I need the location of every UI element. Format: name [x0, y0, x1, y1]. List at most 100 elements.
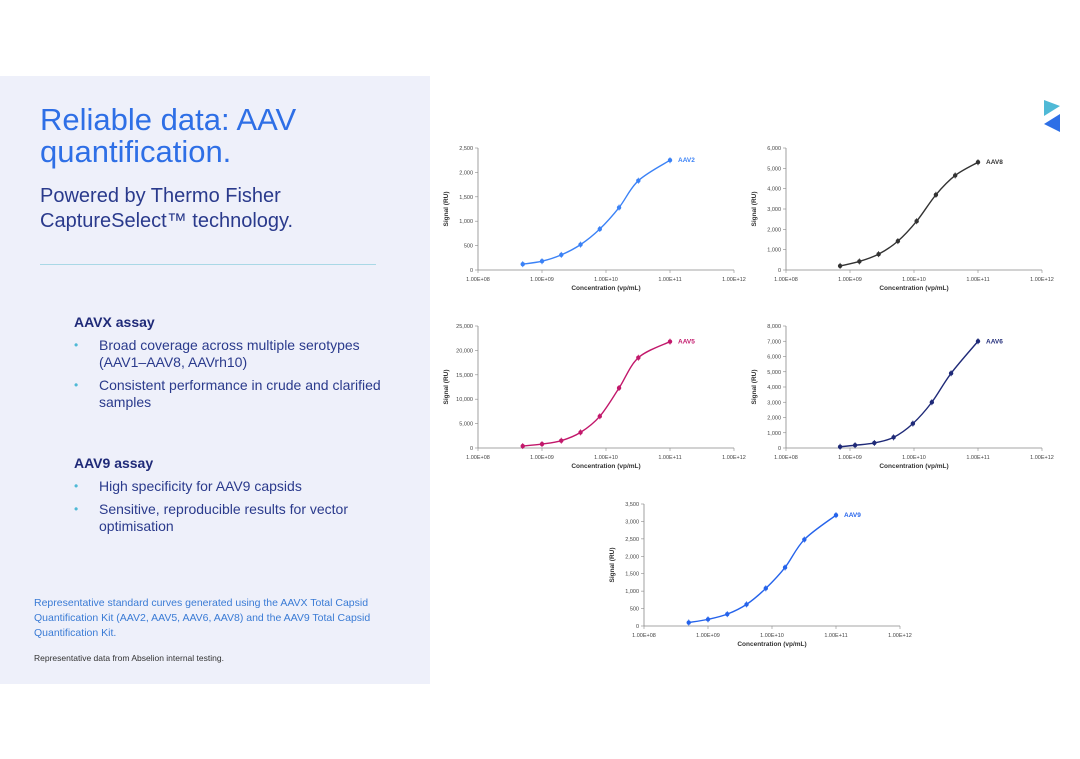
data-point	[520, 443, 525, 449]
data-point	[782, 565, 788, 570]
y-tick-label: 2,000	[767, 416, 781, 422]
abselion-logo-icon	[1044, 100, 1060, 132]
x-tick-label: 1.00E+08	[774, 277, 798, 283]
data-point	[857, 259, 862, 264]
data-point	[952, 173, 958, 178]
y-tick-label: 4,000	[767, 385, 781, 391]
y-tick-label: 1,500	[625, 572, 639, 578]
data-point	[802, 537, 807, 542]
chart-aav9: 0 500 1,000 1,500 2,000 2,500 3,000 3,500 1.00E+…	[609, 502, 912, 648]
y-axis-label: Signal (RU)	[609, 547, 616, 582]
charts-panel	[430, 76, 1080, 684]
series-label: AAV2	[678, 157, 695, 164]
data-point	[616, 205, 622, 210]
data-point	[833, 512, 839, 518]
page-subtitle: Powered by Thermo Fisher CaptureSelect™ …	[40, 185, 294, 232]
list-item: Consistent performance in crude and clar…	[74, 377, 394, 411]
y-tick-label: 6,000	[767, 355, 781, 361]
y-tick-label: 0	[636, 624, 639, 630]
y-axis-label: Signal (RU)	[751, 191, 758, 226]
aav9-heading: AAV9 assay	[74, 455, 154, 471]
chart-aav6: 0 1,000 2,000 3,000 4,000 5,000 6,000 7,000 8,00…	[751, 324, 1054, 470]
y-tick-label: 1,000	[767, 431, 781, 437]
y-tick-label: 10,000	[456, 397, 473, 403]
y-tick-label: 3,500	[625, 502, 639, 508]
data-point	[744, 602, 749, 607]
data-point	[837, 444, 843, 449]
x-tick-label: 1.00E+10	[902, 277, 926, 283]
data-point	[578, 242, 583, 247]
series-line	[522, 159, 671, 265]
x-tick-label: 1.00E+12	[1030, 455, 1054, 461]
x-tick-label: 1.00E+08	[632, 633, 656, 639]
y-tick-label: 1,000	[625, 589, 639, 595]
source-note: Representative data from Abselion intern…	[34, 653, 224, 663]
y-tick-label: 0	[470, 446, 473, 452]
x-tick-label: 1.00E+08	[466, 277, 490, 283]
data-point	[636, 178, 641, 183]
y-tick-label: 1,000	[459, 219, 473, 225]
y-tick-label: 2,000	[767, 227, 781, 233]
aav9-bullet-list: High specificity for AAV9 capsids Sensit…	[74, 478, 394, 541]
y-tick-label: 7,000	[767, 339, 781, 345]
y-tick-label: 6,000	[767, 146, 781, 152]
y-tick-label: 500	[464, 244, 473, 250]
data-point	[616, 385, 622, 391]
x-axis-label: Concentration (vp/mL)	[879, 463, 948, 470]
series-line	[839, 161, 979, 267]
x-tick-label: 1.00E+09	[838, 277, 862, 283]
data-point	[891, 435, 896, 440]
y-tick-label: 2,500	[625, 537, 639, 543]
x-tick-label: 1.00E+10	[594, 277, 618, 283]
y-tick-label: 5,000	[767, 166, 781, 172]
series-line	[688, 514, 837, 624]
data-point	[975, 339, 981, 344]
y-tick-label: 3,000	[767, 400, 781, 406]
x-axis-label: Concentration (vp/mL)	[571, 463, 640, 470]
y-tick-label: 15,000	[456, 373, 473, 379]
data-point	[876, 251, 881, 257]
x-tick-label: 1.00E+12	[722, 455, 746, 461]
x-tick-label: 1.00E+10	[902, 455, 926, 461]
data-point	[597, 226, 602, 232]
data-point	[910, 421, 916, 426]
x-tick-label: 1.00E+09	[696, 633, 720, 639]
y-axis-label: Signal (RU)	[751, 369, 758, 404]
data-point	[578, 430, 583, 435]
x-tick-label: 1.00E+08	[466, 455, 490, 461]
x-axis-label: Concentration (vp/mL)	[737, 641, 806, 648]
data-point	[636, 355, 641, 360]
y-tick-label: 8,000	[767, 324, 781, 330]
chart-aav5: 0 5,000 10,000 15,000 20,000 25,000 1.00E+08 1.…	[443, 324, 746, 470]
chart-aav2: 0 500 1,000 1,500 2,000 2,500 1.00E+08 1.00E+09…	[443, 146, 746, 292]
y-tick-label: 2,000	[459, 170, 473, 176]
x-tick-label: 1.00E+11	[658, 455, 681, 461]
y-tick-label: 20,000	[456, 348, 473, 354]
x-tick-label: 1.00E+11	[966, 455, 989, 461]
y-tick-label: 0	[778, 446, 781, 452]
y-axis-label: Signal (RU)	[443, 369, 450, 404]
y-tick-label: 0	[470, 268, 473, 274]
divider	[40, 264, 376, 265]
series-line	[522, 340, 671, 447]
data-point	[520, 261, 525, 267]
data-point	[929, 400, 935, 405]
aavx-heading: AAVX assay	[74, 314, 155, 330]
x-tick-label: 1.00E+11	[658, 277, 681, 283]
data-point	[852, 443, 858, 448]
series-label: AAV9	[844, 512, 861, 519]
page-title: Reliable data: AAV quantification.	[40, 102, 297, 169]
data-point	[948, 371, 954, 376]
data-point	[667, 158, 673, 163]
x-axis-label: Concentration (vp/mL)	[879, 285, 948, 292]
series-label: AAV5	[678, 339, 695, 346]
y-tick-label: 5,000	[767, 370, 781, 376]
data-point	[933, 192, 939, 197]
list-item: Broad coverage across multiple serotypes…	[74, 337, 394, 371]
y-axis-label: Signal (RU)	[443, 191, 450, 226]
x-tick-label: 1.00E+12	[1030, 277, 1054, 283]
footnote: Representative standard curves generated…	[34, 597, 371, 639]
x-tick-label: 1.00E+11	[824, 633, 847, 639]
data-point	[763, 586, 768, 591]
data-point	[895, 238, 901, 244]
